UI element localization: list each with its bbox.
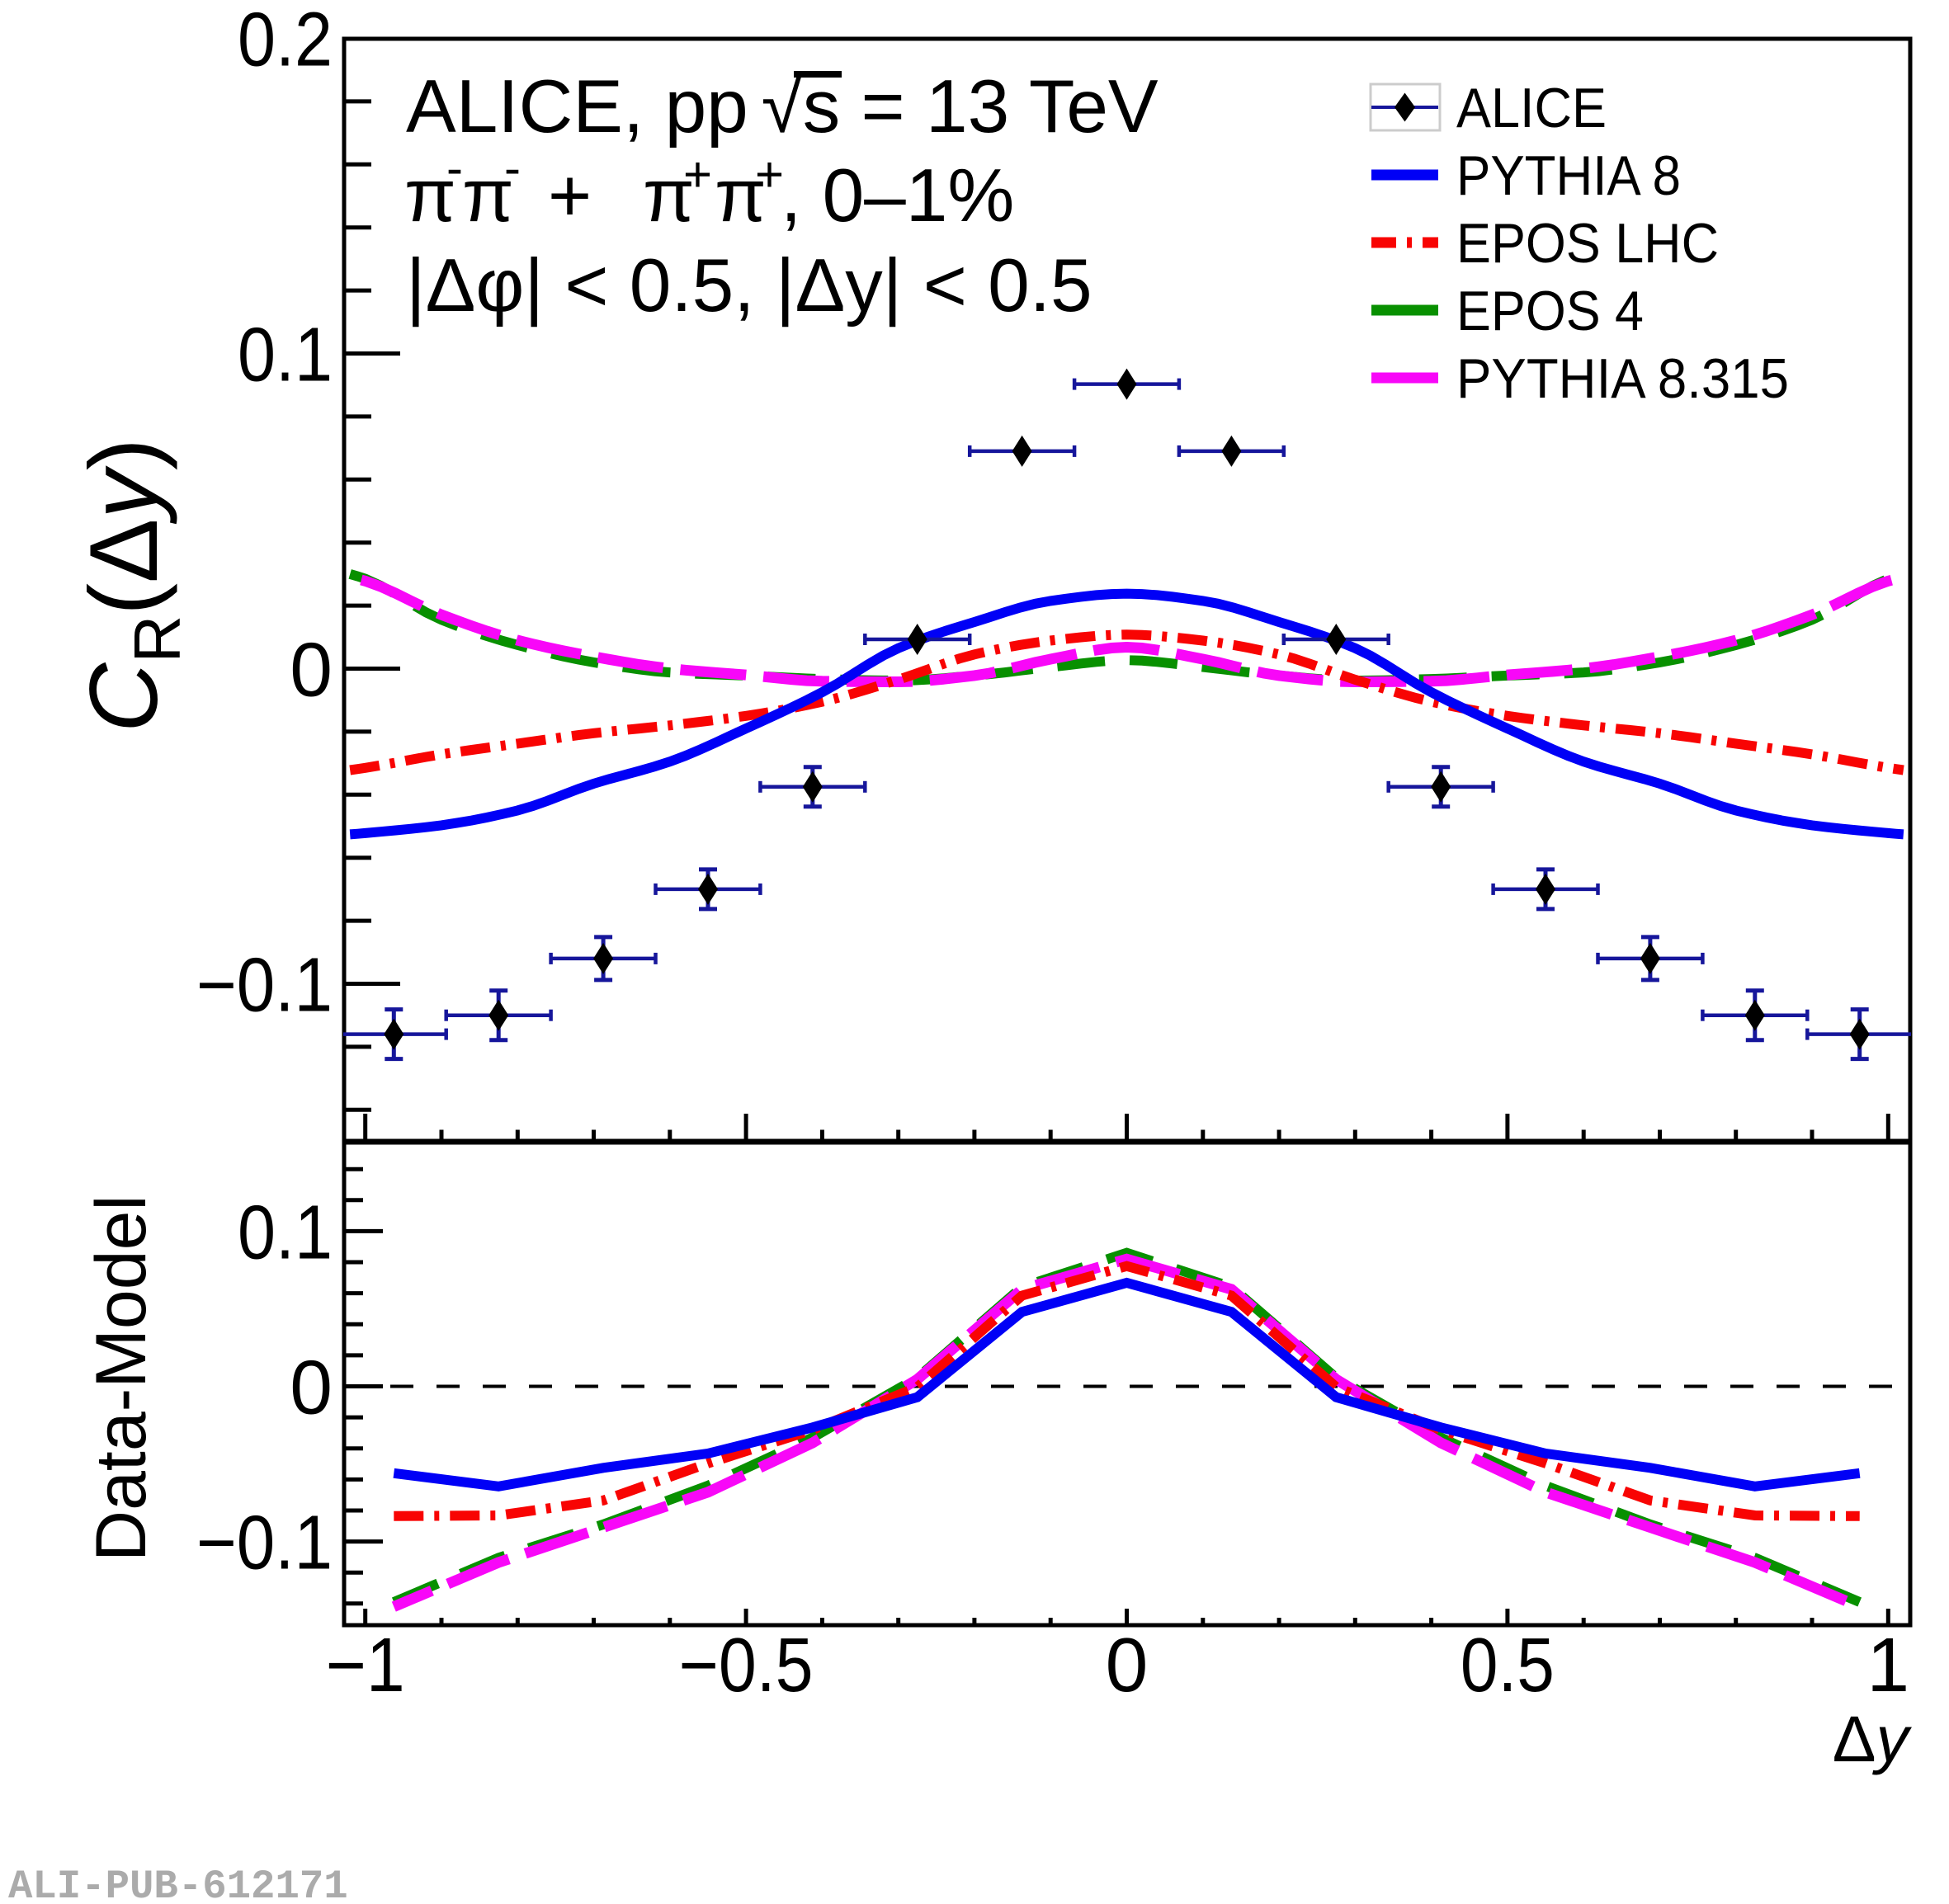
svg-text:0: 0 — [1106, 1622, 1149, 1708]
svg-text:0: 0 — [290, 627, 333, 713]
svg-text:−0.5: −0.5 — [679, 1622, 814, 1708]
svg-text:0.1: 0.1 — [238, 312, 333, 398]
svg-text:0.5: 0.5 — [1461, 1622, 1555, 1708]
svg-text:π-π-+π+π+, 0–1%: π-π- + π+π+, 0–1% — [404, 140, 1014, 238]
svg-text:−0.1: −0.1 — [196, 942, 333, 1028]
svg-text:EPOS LHC: EPOS LHC — [1456, 212, 1719, 275]
svg-text:PYTHIA 8.315: PYTHIA 8.315 — [1456, 347, 1789, 410]
svg-text:−0.1: −0.1 — [196, 1500, 333, 1586]
svg-text:−1: −1 — [326, 1622, 405, 1708]
svg-text:0.1: 0.1 — [238, 1189, 333, 1275]
svg-text:ALICE: ALICE — [1456, 77, 1607, 139]
svg-text:Δy: Δy — [1833, 1702, 1913, 1775]
svg-text:Data-Model: Data-Model — [82, 1195, 161, 1562]
svg-text:1: 1 — [1866, 1622, 1909, 1708]
svg-text:CR(Δy): CR(Δy) — [69, 438, 194, 733]
svg-text:ALI-PUB-612171: ALI-PUB-612171 — [8, 1864, 348, 1904]
svg-text:0.2: 0.2 — [238, 0, 333, 82]
svg-text:PYTHIA 8: PYTHIA 8 — [1456, 144, 1681, 207]
svg-text:0: 0 — [290, 1345, 333, 1430]
svg-text:ALICE, pp√s = 13 TeV: ALICE, pp √s = 13 TeV — [406, 65, 1159, 148]
svg-text:EPOS 4: EPOS 4 — [1456, 280, 1644, 342]
svg-text:|Δφ| < 0.5, |Δy| < 0.5: |Δφ| < 0.5, |Δy| < 0.5 — [406, 244, 1092, 328]
